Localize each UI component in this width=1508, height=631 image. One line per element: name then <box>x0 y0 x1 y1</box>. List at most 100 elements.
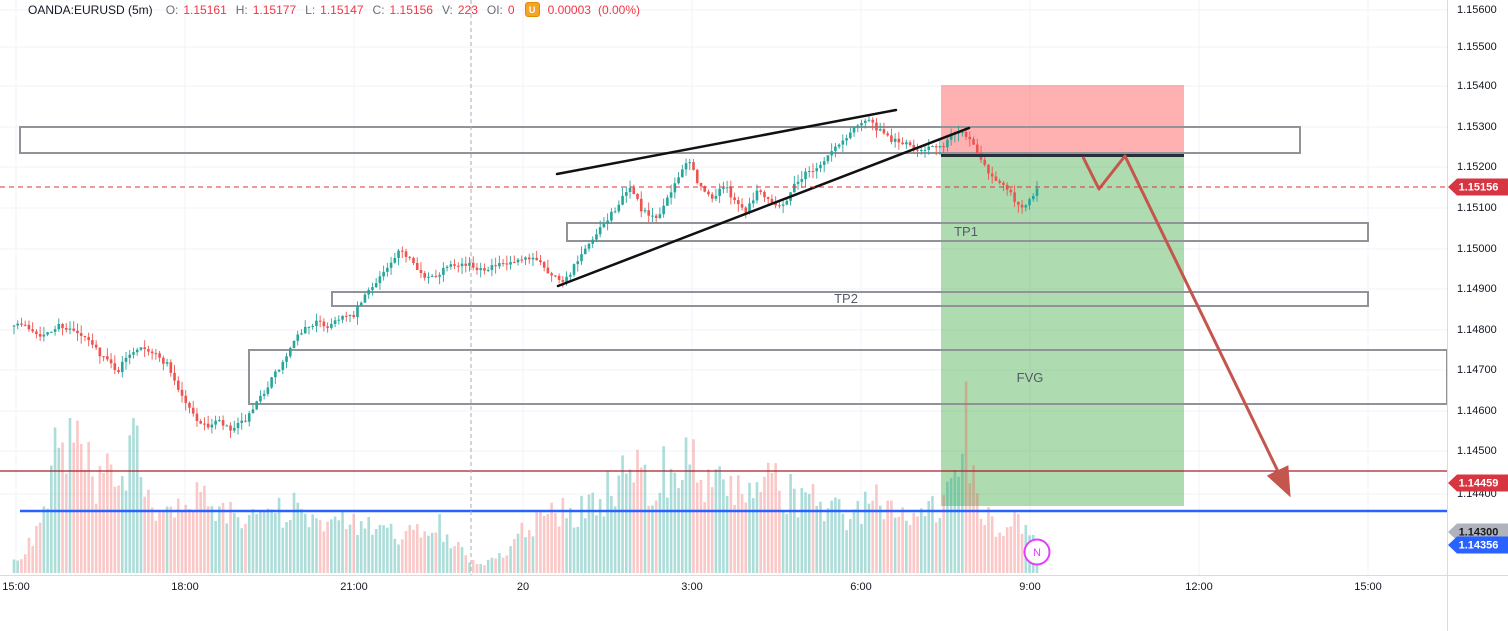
volume-bar <box>934 522 938 573</box>
candle-body <box>837 144 841 147</box>
volume-bar <box>546 514 550 573</box>
candle-body <box>120 361 124 373</box>
volume-bar <box>27 537 31 573</box>
volume-bar <box>654 500 658 573</box>
volume-bar <box>412 529 415 573</box>
stop-loss-zone[interactable] <box>941 85 1184 156</box>
volume-bar <box>893 517 897 573</box>
volume-bar <box>408 524 412 573</box>
candle-body <box>442 268 445 275</box>
time-axis-label: 15:00 <box>1354 581 1382 593</box>
volume-bar <box>68 417 72 573</box>
take-profit-zone[interactable] <box>941 156 1184 506</box>
volume-bar <box>281 527 285 573</box>
candle-body <box>311 325 314 327</box>
candle-body <box>76 330 79 334</box>
volume-bar <box>625 473 628 573</box>
candles-layer <box>12 115 1039 438</box>
volume-bar <box>737 475 740 573</box>
volume-bar <box>871 500 875 573</box>
zones-layer[interactable] <box>941 85 1184 506</box>
tp2-box[interactable] <box>331 291 1369 307</box>
candle-body <box>763 191 766 198</box>
drawings-layer[interactable]: N <box>0 0 1447 575</box>
volume-bar <box>165 506 169 573</box>
oi-value: 0 <box>507 2 515 17</box>
volume-bar <box>606 470 609 573</box>
volume-bar <box>191 511 195 573</box>
volume-bar <box>561 498 565 573</box>
volume-bar <box>311 514 314 573</box>
tp1-box[interactable] <box>566 222 1369 242</box>
candle-body <box>692 162 695 170</box>
candle-body <box>998 180 1001 183</box>
candle-body <box>1002 182 1005 185</box>
candle-body <box>188 402 191 408</box>
volume-bar <box>427 535 430 573</box>
time-axis-label: 3:00 <box>681 581 703 593</box>
volume-bar <box>804 492 807 573</box>
candle-body <box>583 248 587 255</box>
candle-body <box>162 357 165 364</box>
volume-bar <box>501 557 505 573</box>
boxes-layer[interactable]: TP1 TP2 FVG <box>19 126 1447 405</box>
chart-plot-area[interactable]: TP1 TP2 FVG N OANDA:EURUSD (5m) O: 1.15161 … <box>0 0 1447 575</box>
volume-bar <box>307 527 311 573</box>
resistance-box[interactable] <box>19 126 1301 154</box>
volume-bar <box>662 446 665 573</box>
candle-body <box>374 283 378 288</box>
candle-body <box>423 273 426 278</box>
volume-bar <box>143 496 146 573</box>
volume-bar <box>61 442 64 573</box>
chart-canvas[interactable]: TP1 TP2 FVG N <box>0 0 1447 575</box>
volume-bar <box>811 483 815 573</box>
candle-body <box>158 353 161 358</box>
candle-body <box>1013 192 1016 202</box>
volume-bar <box>990 516 994 573</box>
candle-body <box>471 262 475 268</box>
candle-body <box>830 151 833 156</box>
candle-body <box>863 120 867 123</box>
candle-body <box>934 146 938 148</box>
volume-bar <box>707 469 710 573</box>
candle-body <box>565 276 568 282</box>
candle-body <box>12 325 16 327</box>
candle-body <box>210 424 214 428</box>
volume-bar <box>557 526 561 573</box>
volume-bar <box>195 482 199 573</box>
volume-bar <box>793 488 796 573</box>
candle-body <box>845 138 848 141</box>
projection-arrow[interactable] <box>1081 154 1291 498</box>
volume-bar <box>987 507 990 573</box>
candle-body <box>266 387 270 394</box>
volume-bar <box>397 544 400 573</box>
candle-body <box>569 274 572 277</box>
volume-bar <box>236 517 240 573</box>
candle-body <box>288 348 292 357</box>
volume-bar <box>247 515 251 573</box>
volume-bar <box>162 512 165 573</box>
candle-body <box>483 268 486 271</box>
time-axis[interactable]: 15:00 18:00 21:00 20 3:00 6:00 9:00 12:00 15:00 <box>0 575 1447 631</box>
volume-bar <box>262 512 266 573</box>
volume-bar <box>673 472 677 573</box>
candle-body <box>852 127 856 133</box>
candle-body <box>326 326 329 328</box>
volume-bar <box>322 531 326 573</box>
volume-bar <box>72 442 76 573</box>
fvg-box[interactable] <box>248 349 1447 405</box>
wedge-lower-trendline[interactable] <box>556 126 971 288</box>
price-axis[interactable]: 1.15600 1.15500 1.15400 1.15300 1.15200 1.151… <box>1447 0 1508 575</box>
candle-body <box>35 331 38 335</box>
news-event-icon[interactable]: U <box>524 2 540 17</box>
wedge-upper-trendline[interactable] <box>555 108 898 176</box>
news-marker-circle[interactable] <box>1023 538 1051 566</box>
candle-body <box>303 326 307 334</box>
volume-bar <box>949 478 953 573</box>
level-lines-layer[interactable] <box>0 470 1447 513</box>
volume-bar <box>389 523 393 573</box>
candle-body <box>882 129 886 134</box>
symbol-title[interactable]: OANDA:EURUSD (5m) <box>28 2 153 17</box>
candle-body <box>322 321 326 327</box>
